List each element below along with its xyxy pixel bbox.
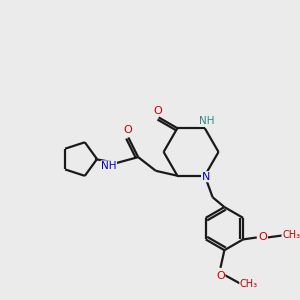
- Text: NH: NH: [101, 161, 116, 171]
- Text: O: O: [258, 232, 267, 242]
- Text: CH₃: CH₃: [240, 278, 258, 289]
- Text: NH: NH: [199, 116, 214, 126]
- Text: O: O: [153, 106, 162, 116]
- Text: O: O: [123, 125, 132, 135]
- Text: O: O: [216, 271, 225, 281]
- Text: CH₃: CH₃: [282, 230, 300, 241]
- Text: N: N: [202, 172, 210, 182]
